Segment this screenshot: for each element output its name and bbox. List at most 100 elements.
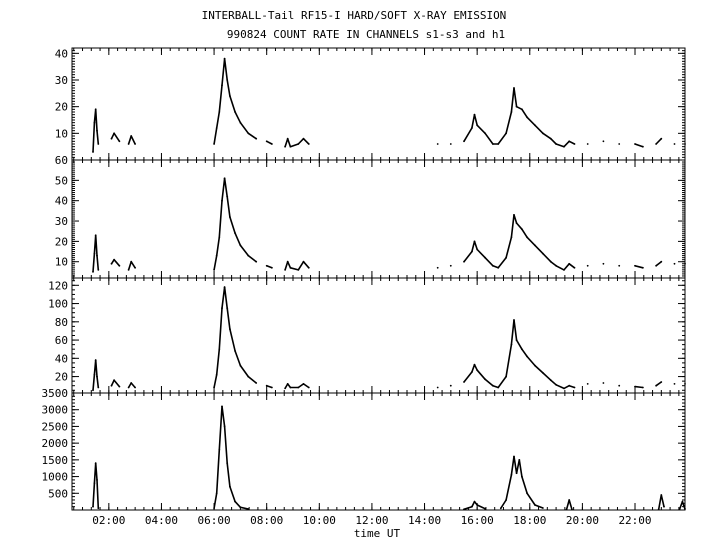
data-point — [660, 137, 663, 140]
y-tick-label: 50 — [55, 174, 68, 187]
y-tick-label: 2000 — [42, 437, 69, 450]
data-point — [586, 264, 589, 267]
data-point — [229, 216, 231, 218]
y-tick-label: 30 — [55, 215, 68, 228]
data-point — [215, 127, 218, 129]
data-point — [563, 145, 565, 148]
series-line-s3 — [110, 379, 121, 388]
data-point — [673, 143, 676, 145]
x-tick-label: 18:00 — [513, 514, 546, 527]
series-line-s1 — [655, 138, 662, 145]
data-point — [118, 140, 121, 143]
y-tick-label: 1500 — [42, 454, 69, 467]
data-point — [663, 505, 665, 508]
data-point — [226, 307, 229, 309]
data-point — [265, 264, 268, 267]
series-line-h1 — [565, 499, 573, 510]
data-point — [526, 355, 528, 358]
data-point — [642, 145, 644, 148]
data-point — [284, 145, 286, 148]
data-point — [247, 375, 250, 378]
data-point — [93, 482, 96, 485]
data-point — [218, 236, 221, 239]
data-point — [573, 386, 576, 389]
data-point — [94, 234, 97, 237]
data-point — [471, 505, 473, 508]
data-point — [534, 364, 536, 367]
data-point — [568, 262, 571, 265]
data-point — [505, 375, 507, 378]
data-point — [223, 177, 226, 180]
series-line-h1 — [463, 500, 486, 511]
series-line-h1 — [92, 462, 100, 509]
data-point — [449, 384, 452, 387]
data-point — [521, 348, 523, 351]
data-point — [471, 371, 473, 373]
data-point — [239, 244, 242, 247]
series-line-s1 — [213, 57, 257, 145]
data-point — [497, 266, 500, 269]
data-point — [549, 379, 552, 382]
data-point — [513, 455, 515, 458]
data-point — [96, 129, 98, 132]
data-point — [255, 260, 258, 263]
y-tick-label: 2500 — [42, 420, 69, 433]
data-point — [286, 137, 289, 140]
y-tick-label: 60 — [55, 334, 68, 347]
y-tick-label: 40 — [55, 195, 68, 208]
data-point — [234, 232, 237, 235]
x-tick-label: 20:00 — [566, 514, 599, 527]
y-tick-label: 20 — [55, 371, 68, 384]
series-line-s2 — [634, 265, 644, 269]
data-point — [255, 382, 258, 384]
data-point — [655, 264, 657, 267]
data-point — [473, 500, 476, 503]
data-point — [92, 151, 94, 153]
data-point — [673, 262, 676, 265]
data-point — [213, 507, 216, 510]
data-point — [655, 384, 657, 387]
data-point — [492, 264, 494, 267]
data-point — [93, 373, 96, 376]
data-point — [247, 508, 250, 510]
data-point — [218, 111, 221, 113]
data-point — [573, 266, 576, 269]
data-point — [239, 364, 242, 367]
data-point — [505, 256, 507, 259]
data-point — [473, 363, 476, 366]
data-point — [265, 140, 268, 143]
data-point — [571, 508, 573, 511]
data-point — [213, 386, 216, 389]
data-point — [247, 254, 250, 257]
data-point — [573, 143, 576, 145]
data-point — [678, 508, 681, 510]
data-point — [555, 264, 557, 267]
data-point — [97, 269, 100, 271]
data-point — [549, 137, 552, 140]
series-line-s3 — [127, 382, 136, 389]
data-point — [602, 262, 605, 265]
series-line-s1 — [284, 137, 310, 148]
series-line-s2 — [127, 260, 136, 271]
series-line-s2 — [463, 214, 575, 271]
data-point — [515, 339, 518, 341]
chart-subtitle: 990824 COUNT RATE IN CHANNELS s1-s3 and … — [227, 28, 505, 41]
data-point — [286, 383, 289, 385]
data-point — [526, 492, 528, 495]
data-point — [513, 319, 515, 321]
data-point — [586, 143, 589, 145]
data-point — [221, 199, 223, 202]
data-point — [534, 244, 536, 247]
data-point — [307, 386, 310, 389]
data-point — [555, 143, 557, 145]
data-point — [660, 381, 663, 383]
x-tick-label: 06:00 — [198, 514, 231, 527]
data-point — [130, 382, 133, 384]
data-point — [97, 507, 100, 510]
data-point — [510, 474, 513, 476]
data-point — [118, 264, 121, 267]
data-point — [497, 386, 500, 389]
chart-title: INTERBALL-Tail RF15-I HARD/SOFT X-RAY EM… — [202, 9, 507, 22]
data-point — [213, 143, 216, 145]
data-point — [289, 145, 292, 148]
